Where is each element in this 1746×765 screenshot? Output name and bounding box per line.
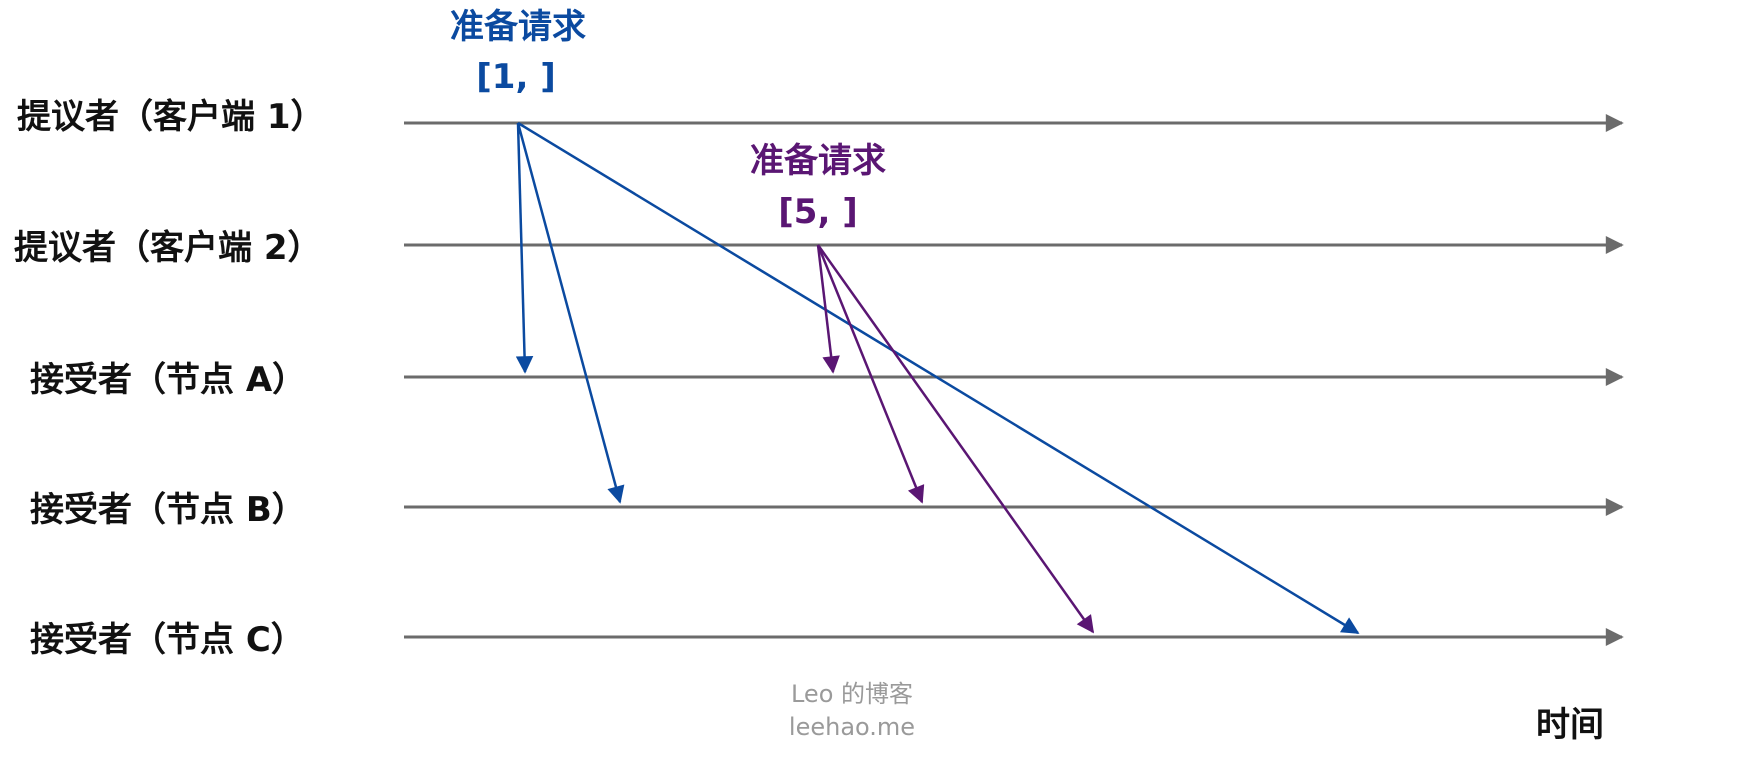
message-client1-to-acceptor-c [517, 121, 1360, 635]
watermark-url: leehao.me [789, 713, 915, 741]
message-client1-to-acceptor-a [515, 122, 534, 374]
request-title-client2: 准备请求 [750, 141, 886, 181]
message-client2-to-acceptor-a [816, 244, 840, 374]
lane-label-proposer-1: 提议者（客户端 1） [17, 97, 325, 137]
request-title-client1: 准备请求 [450, 7, 586, 47]
time-axis-label: 时间 [1536, 705, 1604, 745]
lane-label-acceptor-a: 接受者（节点 A） [30, 360, 306, 400]
message-client2-to-acceptor-c [816, 244, 1095, 634]
lane-label-proposer-2: 提议者（客户端 2） [14, 228, 322, 268]
message-client1-to-acceptor-b [516, 122, 625, 504]
watermark-blog-name: Leo 的博客 [791, 680, 913, 708]
message-client2-to-acceptor-b [816, 244, 925, 504]
lane-label-acceptor-b: 接受者（节点 B） [30, 490, 306, 530]
lane-label-acceptor-c: 接受者（节点 C） [30, 620, 305, 660]
request-value-client2: [5, ] [778, 192, 858, 232]
request-value-client1: [1, ] [476, 57, 556, 97]
